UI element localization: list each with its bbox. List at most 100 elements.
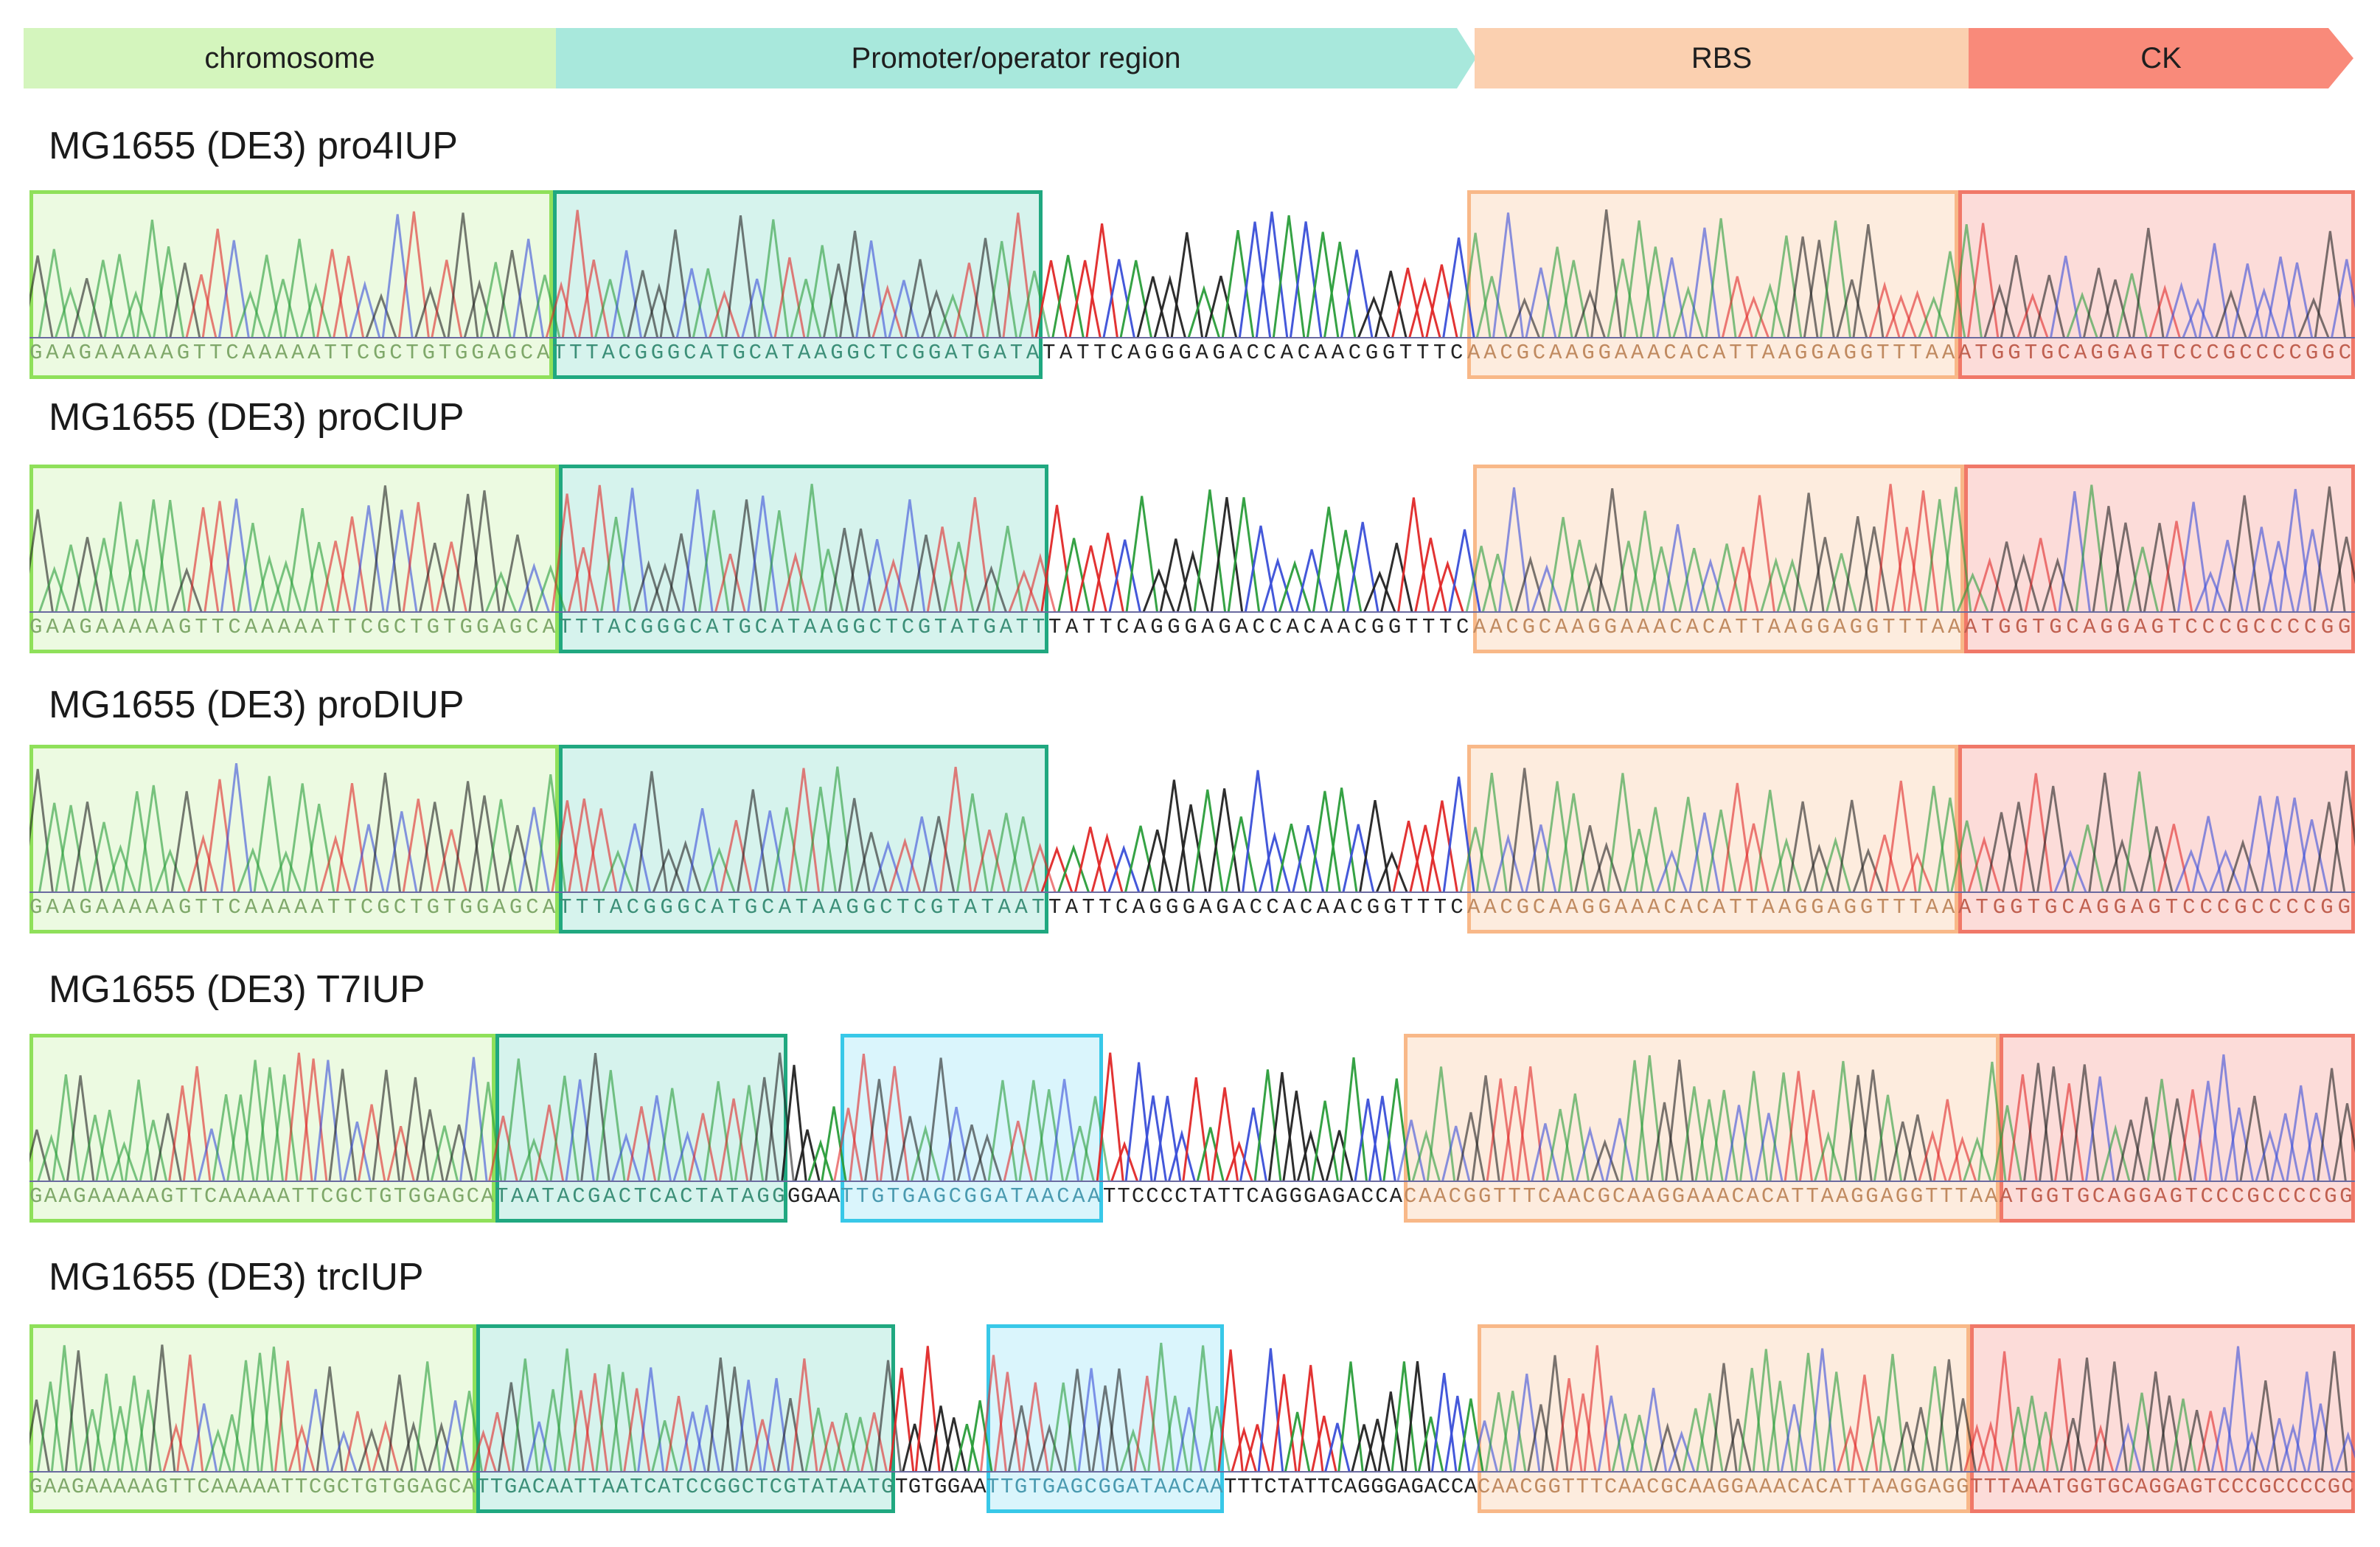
ck-sequence: ATGGTGCAGGAGTCCCGCCCCGG [1958, 895, 2355, 919]
peak-T [2177, 1089, 2208, 1182]
peak-A [1865, 1416, 1893, 1473]
peak-A [804, 786, 837, 893]
peak-G [2036, 785, 2070, 893]
peak-G [1471, 1075, 1500, 1182]
peak-T [1837, 1425, 1865, 1473]
peak-G [2007, 553, 2040, 613]
peak-A [1924, 498, 1956, 613]
peak-C [2182, 297, 2214, 338]
peak-A [1275, 823, 1308, 893]
peak-A [137, 785, 170, 893]
peak-G [419, 542, 451, 613]
peak-G [2330, 536, 2355, 613]
peak-A [154, 500, 187, 613]
peak-G [1574, 288, 1606, 338]
peak-G [1803, 844, 1835, 893]
peak-T [1024, 552, 1057, 613]
peak-A [1879, 1354, 1907, 1473]
peak-T [1244, 1424, 1271, 1473]
peak-C [1442, 237, 1475, 338]
peak-C [190, 1403, 218, 1473]
peak-G [2162, 1098, 2193, 1182]
peak-G [1363, 570, 1396, 613]
peak-C [754, 810, 787, 893]
peak-A [1739, 1071, 1769, 1182]
peak-T [344, 1411, 372, 1473]
peak-C [2174, 849, 2208, 893]
peak-G [2183, 1410, 2210, 1473]
rbs-region-box [1467, 745, 1958, 934]
peak-A [2123, 771, 2157, 893]
peak-A [1956, 571, 1989, 613]
peak-G [1377, 1391, 1405, 1473]
peak-A [1770, 837, 1803, 893]
sample-title: MG1655 (DE3) proCIUP [49, 396, 464, 439]
peak-T [1967, 835, 2001, 893]
peak-G [822, 263, 855, 338]
peak-G [1380, 543, 1413, 613]
peak-A [734, 1085, 765, 1182]
promoter-sequence: TTGACAATTAATCATCCGGCTCGTATAATG [476, 1475, 895, 1499]
plain-sequence: TATTCAGGGAGACCACAACGGTTTC [1048, 895, 1467, 919]
segment-chromosome: chromosome [24, 28, 556, 88]
peak-A [2126, 546, 2160, 613]
peak-T [585, 808, 618, 893]
peak-A [1696, 1393, 1724, 1473]
peak-G [1267, 1072, 1296, 1182]
peak-C [1470, 1420, 1499, 1473]
ck-region-box [1958, 745, 2355, 934]
peak-C [855, 240, 887, 338]
sample-title: MG1655 (DE3) trcIUP [49, 1256, 424, 1299]
segment-rbs-label: RBS [1691, 41, 1753, 74]
peak-T [1431, 560, 1464, 613]
chromosome-sequence: GAAGAAAAAGTTCAAAAATTCGCTGTGGAGCA [29, 895, 559, 919]
peak-C [734, 1380, 762, 1473]
peak-C [1688, 812, 1721, 893]
peak-A [1826, 553, 1857, 613]
peak-C [2280, 262, 2314, 338]
peak-A [1411, 1129, 1441, 1182]
peak-A [2018, 1395, 2046, 1473]
peak-C [2334, 1431, 2355, 1473]
peak-C [1754, 1113, 1784, 1182]
peak-T [435, 829, 467, 893]
peak-G [2000, 254, 2033, 338]
peak-A [270, 559, 302, 613]
peak-G [874, 1360, 902, 1473]
segment-ck-shape [1969, 28, 2353, 88]
peak-C [2177, 501, 2210, 613]
peak-G [765, 1052, 795, 1182]
peak-C [525, 1421, 553, 1473]
peak-A [270, 850, 302, 893]
peak-G [1153, 274, 1186, 338]
peak-A [2032, 1411, 2059, 1473]
peak-T [299, 1058, 328, 1182]
peak-T [2157, 824, 2191, 893]
peak-A [124, 1080, 153, 1182]
peak-G [1893, 1422, 1921, 1473]
peak-T [1991, 1351, 2018, 1473]
peak-C [1441, 1125, 1471, 1182]
peak-A [1057, 844, 1090, 893]
peak-C [762, 1377, 790, 1473]
peak-A [106, 1405, 134, 1473]
peak-G [358, 1428, 386, 1473]
peak-C [1242, 770, 1274, 893]
chromosome-sequence: GAAGAAAAAGTTCAAAAATTCGCTGTGGAGCA [29, 1184, 495, 1209]
peak-G [845, 528, 877, 613]
segment-ck-label: CK [2140, 41, 2182, 74]
peak-C [1656, 257, 1688, 338]
peak-A [504, 1058, 534, 1182]
peak-G [2329, 771, 2355, 893]
peak-T [790, 1358, 818, 1473]
peak-A [1124, 825, 1157, 893]
peak-A [37, 1133, 66, 1182]
peak-A [1705, 218, 1737, 338]
peak-A [1547, 517, 1579, 613]
peak-G [401, 1077, 430, 1182]
peak-A [1709, 1090, 1739, 1182]
peak-T [483, 1412, 511, 1473]
peak-T [187, 507, 220, 613]
peak-T [187, 834, 220, 893]
peak-T [623, 1388, 651, 1473]
